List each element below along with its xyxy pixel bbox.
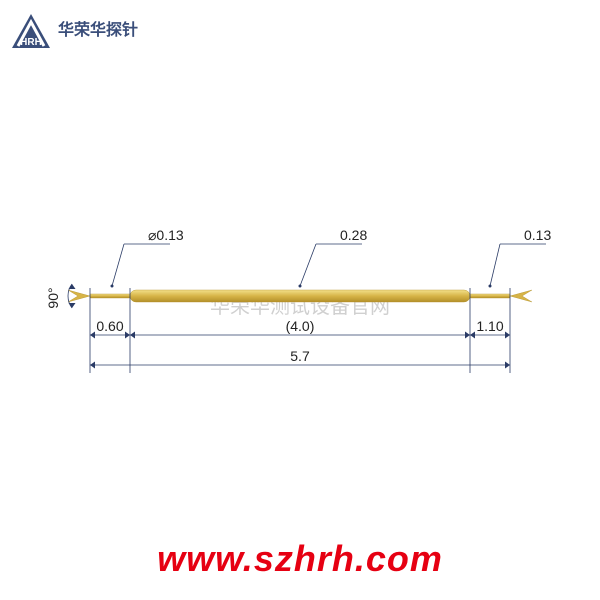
svg-text:⌀0.13: ⌀0.13 [148, 227, 184, 243]
svg-text:0.13: 0.13 [524, 227, 551, 243]
svg-text:5.7: 5.7 [290, 348, 310, 364]
logo-text-line: 华荣华探针 [58, 23, 138, 39]
svg-text:1.10: 1.10 [476, 318, 503, 334]
brand-logo: HRH 华荣华探针 [8, 8, 138, 54]
svg-text:(4.0): (4.0) [286, 318, 315, 334]
logo-initials: HRH [20, 37, 42, 48]
svg-text:90°: 90° [45, 287, 61, 308]
svg-text:0.60: 0.60 [96, 318, 123, 334]
website-url[interactable]: www.szhrh.com [0, 538, 600, 580]
logo-triangle-icon: HRH [8, 8, 54, 54]
svg-text:0.28: 0.28 [340, 227, 367, 243]
probe-dimension-drawing: 0.60 (4.0) 1.10 5.7 ⌀0.13 0.28 0.13 90° [0, 200, 600, 400]
